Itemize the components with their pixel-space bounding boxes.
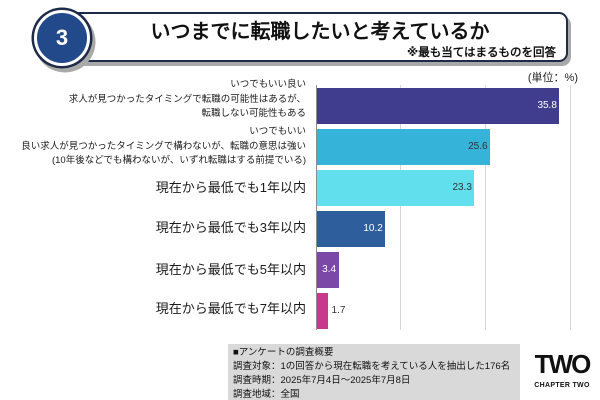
category-label-line: 転職しない可能性もある (201, 108, 306, 120)
category-label-0: いつでもいい良い 求人が見つかったタイミングで転職の可能性はあるが、 転職しない… (69, 78, 306, 122)
logo: TWO CHAPTER TWO (529, 349, 595, 390)
logo-mark: TWO (534, 349, 592, 379)
survey-period: 調査時期：2025年7月4日～2025年7月8日 (233, 375, 411, 386)
category-label-line: 現在から最低でも1年以内 (155, 180, 306, 195)
bar-3 (316, 211, 386, 247)
logo-name: CHAPTER TWO (534, 382, 590, 389)
category-label-line: いつでもいい (249, 126, 306, 138)
gridline (400, 85, 401, 330)
data-label-3: 10.2 (363, 223, 383, 234)
category-axis-line (315, 85, 317, 330)
category-label-line: いつでもいい良い (230, 79, 306, 91)
data-label-2: 23.3 (452, 182, 472, 193)
unit-label: (単位：%) (527, 72, 578, 84)
category-label-line: 良い求人が見つかったタイミングで構わないが、転職の意思は強い (21, 140, 306, 152)
chart-subtitle: ※最も当てはまるものを回答 (407, 47, 556, 59)
bar-4 (316, 252, 340, 288)
survey-region: 調査地域：全国 (233, 389, 300, 400)
question-number: 3 (55, 25, 69, 50)
data-label-5: 1.7 (331, 305, 346, 316)
category-label-1: いつでもいい 良い求人が見つかったタイミングで構わないが、転職の意思は強い (1… (21, 125, 306, 169)
category-label-3: 現在から最低でも3年以内 (156, 218, 306, 238)
chart-title: いつまでに転職したいと考えているか (150, 21, 490, 43)
category-label-5: 現在から最低でも7年以内 (156, 299, 306, 319)
gridline (485, 85, 486, 330)
category-label-line: (10年後などでも構わないが、いずれ転職はする前提でいる) (51, 155, 306, 167)
category-label-line: 現在から最低でも5年以内 (155, 262, 306, 277)
title-banner (40, 12, 568, 62)
survey-target: 調査対象：1の回答から現在転職を考えている人を抽出した176名 (233, 361, 511, 372)
bar-0 (316, 88, 560, 124)
plot-area: 35.8 25.6 23.3 10.2 3.4 1.7 (316, 85, 571, 330)
data-label-4: 3.4 (322, 264, 337, 275)
category-label-4: 現在から最低でも5年以内 (156, 260, 306, 280)
survey-heading: ■アンケートの調査概要 (233, 347, 334, 358)
data-label-0: 35.8 (537, 100, 557, 111)
bar-1 (316, 129, 491, 165)
category-label-line: 現在から最低でも3年以内 (155, 220, 306, 235)
category-label-line: 求人が見つかったタイミングで転職の可能性はあるが、 (68, 93, 306, 105)
question-number-badge: 3 (34, 10, 90, 66)
category-label-2: 現在から最低でも1年以内 (156, 178, 306, 198)
survey-overview-box: ■アンケートの調査概要 調査対象：1の回答から現在転職を考えている人を抽出した1… (228, 344, 520, 400)
bar-2 (316, 170, 475, 206)
data-label-1: 25.6 (468, 141, 488, 152)
gridline (570, 85, 571, 330)
bar-5 (316, 293, 328, 329)
category-label-line: 現在から最低でも7年以内 (155, 301, 306, 316)
